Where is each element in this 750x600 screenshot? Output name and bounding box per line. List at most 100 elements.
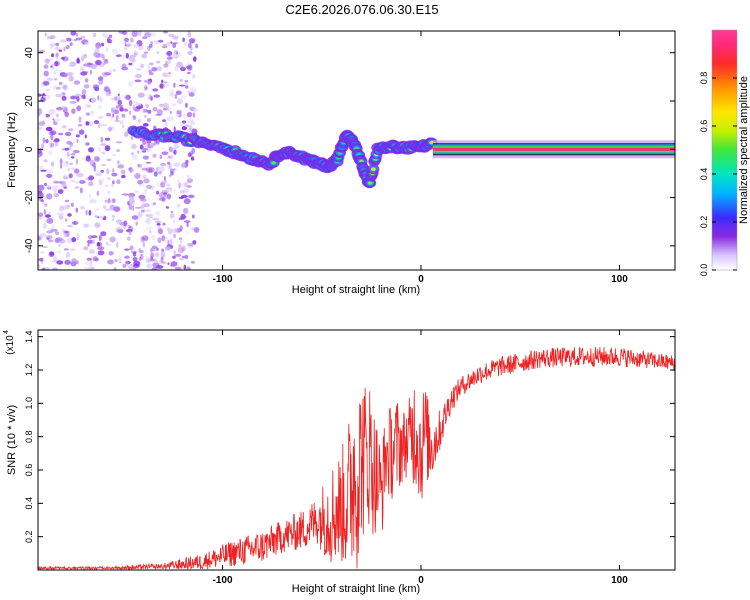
- noise-speck: [64, 199, 70, 203]
- noise-speck: [116, 258, 123, 262]
- noise-speck: [152, 217, 159, 221]
- noise-speck: [184, 124, 190, 128]
- noise-speck: [54, 61, 59, 67]
- noise-speck: [131, 114, 135, 118]
- noise-speck: [158, 39, 164, 43]
- noise-speck: [146, 218, 150, 223]
- noise-speck: [187, 194, 194, 198]
- noise-speck: [90, 259, 93, 266]
- colorbar-label: Normalized spectral amplitude: [738, 76, 750, 224]
- noise-speck: [82, 41, 85, 45]
- x-tick-label: 100: [611, 575, 628, 586]
- y-tick-label: -20: [24, 190, 35, 205]
- noise-speck: [106, 158, 112, 162]
- noise-speck: [142, 108, 146, 114]
- noise-speck: [97, 216, 100, 219]
- ridge-point: [429, 140, 435, 145]
- noise-speck: [156, 60, 161, 64]
- noise-speck: [163, 31, 169, 34]
- noise-speck: [46, 217, 54, 224]
- noise-speck: [147, 198, 151, 201]
- noise-speck: [126, 41, 132, 48]
- noise-speck: [185, 159, 189, 164]
- y-tick-label: 0.2: [24, 530, 34, 543]
- noise-speck: [162, 261, 166, 265]
- noise-speck: [61, 125, 67, 129]
- noise-speck: [186, 61, 190, 66]
- noise-speck: [132, 104, 135, 111]
- noise-speck: [130, 250, 137, 254]
- noise-speck: [43, 209, 47, 215]
- spectrogram-frame: [37, 30, 676, 271]
- noise-speck: [97, 250, 105, 256]
- noise-speck: [112, 218, 114, 221]
- noise-speck: [75, 134, 80, 138]
- noise-speck: [146, 208, 151, 212]
- noise-speck: [184, 79, 189, 83]
- noise-speck: [84, 41, 90, 45]
- noise-speck: [108, 126, 112, 132]
- y-tick-label: 0.6: [24, 464, 34, 477]
- noise-speck: [89, 159, 96, 167]
- noise-speck: [92, 162, 97, 168]
- noise-speck: [69, 162, 73, 165]
- noise-speck: [137, 179, 144, 185]
- noise-speck: [172, 35, 179, 40]
- noise-speck: [172, 53, 179, 59]
- ridge-point: [367, 181, 373, 185]
- noise-speck: [100, 124, 108, 127]
- noise-speck: [65, 131, 72, 137]
- noise-speck: [173, 188, 176, 195]
- noise-speck: [100, 231, 107, 237]
- noise-speck: [184, 254, 189, 260]
- noise-speck: [88, 249, 95, 254]
- noise-speck: [100, 169, 104, 173]
- ridge-point: [271, 161, 277, 165]
- noise-speck: [137, 184, 145, 187]
- noise-speck: [62, 85, 67, 89]
- noise-speck: [127, 224, 132, 229]
- noise-speck: [176, 61, 183, 68]
- noise-speck: [97, 177, 105, 183]
- noise-speck: [94, 222, 101, 229]
- noise-speck: [173, 168, 177, 171]
- noise-speck: [170, 261, 178, 267]
- noise-speck: [59, 163, 63, 169]
- snr-ticks: -100 0 100 0.2 0.4 0.6 0.8 1.0 1.2 1.4: [24, 330, 675, 586]
- noise-speck: [93, 51, 99, 58]
- noise-speck: [69, 42, 73, 46]
- noise-speck: [97, 116, 104, 119]
- noise-speck: [71, 258, 77, 263]
- noise-speck: [51, 53, 54, 58]
- noise-speck: [112, 113, 115, 118]
- noise-speck: [66, 224, 74, 228]
- noise-speck: [79, 67, 85, 71]
- noise-speck: [141, 150, 147, 153]
- noise-speck: [166, 42, 171, 47]
- noise-speck: [145, 184, 152, 189]
- noise-speck: [78, 116, 82, 123]
- noise-speck: [61, 106, 68, 111]
- noise-speck: [161, 79, 164, 84]
- noise-speck: [97, 95, 100, 101]
- noise-speck: [111, 172, 118, 177]
- noise-speck: [50, 143, 55, 148]
- noise-speck: [145, 161, 152, 164]
- noise-speck: [43, 159, 48, 163]
- y-tick-label: 1.4: [24, 330, 34, 343]
- noise-speck: [131, 215, 139, 220]
- noise-speck: [96, 208, 100, 211]
- noise-speck: [61, 92, 66, 96]
- noise-speck: [90, 97, 97, 103]
- noise-speck: [68, 63, 76, 68]
- colorbar-tick-label: 0.4: [699, 168, 709, 181]
- noise-speck: [45, 139, 49, 144]
- noise-speck: [191, 214, 195, 219]
- noise-speck: [97, 96, 103, 103]
- noise-speck: [84, 103, 89, 108]
- noise-speck: [179, 225, 183, 232]
- noise-speck: [43, 80, 50, 86]
- noise-speck: [50, 223, 55, 230]
- noise-speck: [178, 196, 184, 199]
- noise-speck: [88, 181, 94, 187]
